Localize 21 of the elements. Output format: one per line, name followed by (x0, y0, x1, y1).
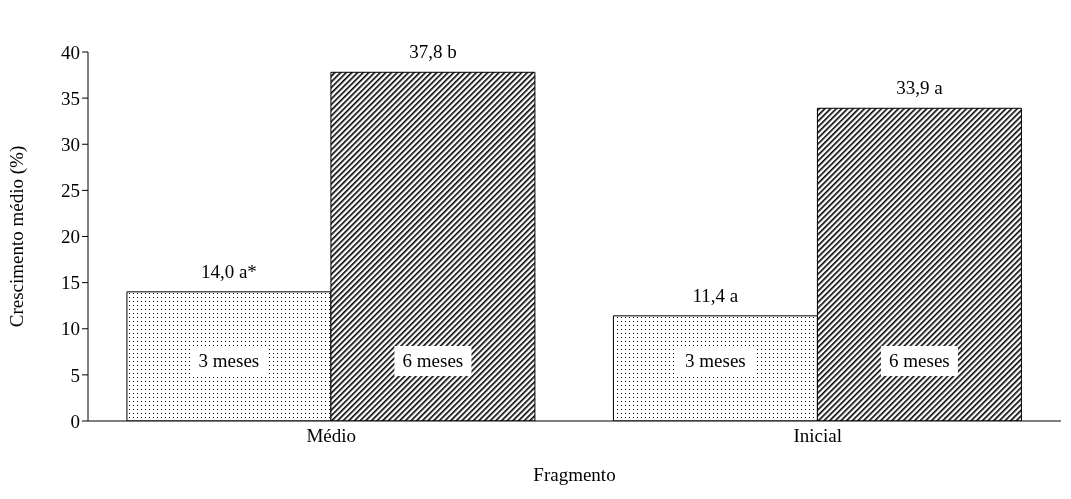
x-tick-label: Médio (306, 425, 357, 447)
data-label: 11,4 a (692, 284, 739, 306)
y-tick-label: 25 (61, 180, 80, 202)
x-tick-label: Inicial (793, 425, 843, 447)
data-label: 14,0 a* (200, 260, 257, 282)
data-label: 33,9 a (896, 77, 944, 99)
series-label: 3 meses (685, 350, 746, 371)
y-tick-label: 40 (61, 41, 80, 63)
y-tick-label: 20 (61, 226, 80, 248)
y-tick-label: 15 (61, 272, 80, 294)
y-tick-label: 10 (61, 318, 80, 340)
y-tick-label: 35 (61, 87, 80, 109)
y-tick-label: 0 (70, 410, 80, 432)
y-axis-title: Crescimento médio (%) (5, 145, 28, 328)
text: 3 meses (198, 350, 260, 371)
x-axis-title: Fragmento (533, 464, 616, 485)
y-tick-label: 30 (61, 133, 80, 155)
y-tick-label: 5 (70, 364, 80, 386)
series-label: 6 meses (402, 350, 464, 371)
data-label: 37,8 b (409, 41, 457, 63)
text: 6 meses (889, 350, 950, 371)
